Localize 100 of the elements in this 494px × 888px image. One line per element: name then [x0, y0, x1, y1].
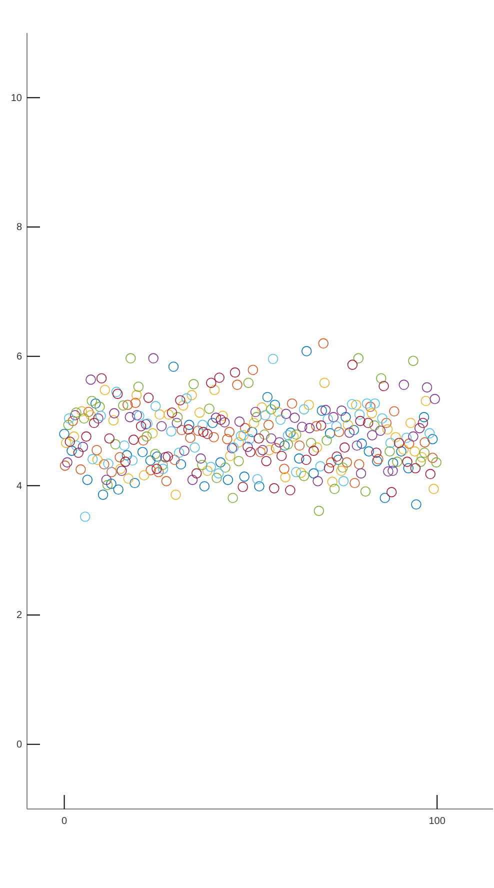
point	[164, 409, 174, 420]
point	[199, 481, 210, 492]
point	[261, 456, 272, 466]
point	[197, 460, 208, 470]
point	[90, 398, 101, 409]
point	[370, 398, 380, 409]
point	[238, 482, 248, 492]
point	[254, 481, 264, 492]
point	[416, 452, 427, 462]
point	[130, 398, 141, 408]
point	[354, 459, 364, 470]
point	[230, 367, 240, 378]
point	[346, 399, 358, 410]
point	[148, 353, 158, 364]
point	[224, 426, 235, 438]
point	[406, 418, 416, 428]
point	[152, 464, 162, 474]
point	[378, 380, 389, 392]
point	[76, 406, 87, 416]
point	[316, 406, 327, 416]
point	[301, 454, 312, 465]
point	[62, 457, 72, 468]
point	[390, 432, 401, 442]
point	[81, 431, 92, 442]
point	[166, 426, 176, 436]
point	[306, 438, 316, 448]
point	[332, 451, 342, 462]
point	[93, 413, 104, 424]
point	[146, 465, 156, 476]
point	[404, 438, 414, 449]
point	[133, 382, 144, 392]
point	[381, 418, 392, 428]
point	[206, 378, 216, 388]
point	[109, 408, 120, 418]
point	[219, 417, 230, 428]
point	[420, 396, 431, 406]
point	[311, 421, 322, 432]
point	[198, 426, 208, 438]
point	[94, 402, 105, 412]
point	[408, 431, 418, 442]
point	[250, 406, 261, 418]
point	[68, 416, 78, 426]
point	[245, 446, 256, 458]
point	[174, 448, 184, 458]
point	[264, 445, 274, 456]
point	[78, 413, 90, 424]
point	[377, 413, 388, 424]
point	[99, 459, 110, 470]
point	[168, 362, 179, 372]
point	[59, 428, 70, 440]
point	[396, 446, 406, 456]
point	[431, 457, 442, 468]
point	[312, 476, 323, 486]
point	[152, 451, 162, 462]
point	[158, 464, 168, 474]
point	[202, 428, 213, 440]
point	[420, 437, 430, 448]
point	[222, 434, 232, 444]
point	[128, 434, 139, 445]
point	[236, 430, 246, 441]
point	[340, 442, 350, 453]
point	[375, 426, 386, 436]
point	[214, 372, 224, 383]
point	[290, 412, 300, 423]
point	[314, 506, 324, 516]
point	[71, 407, 82, 418]
point	[206, 462, 216, 472]
point	[260, 410, 270, 420]
point	[350, 478, 360, 488]
point	[347, 360, 358, 370]
point	[134, 410, 144, 421]
point	[82, 474, 92, 485]
point	[214, 468, 224, 478]
point	[326, 457, 336, 468]
point	[104, 433, 114, 444]
point	[176, 459, 186, 470]
y-tick-label: 8	[16, 222, 22, 234]
point	[138, 470, 150, 480]
point	[398, 380, 409, 390]
y-tick-label: 10	[10, 92, 22, 104]
point	[386, 487, 397, 498]
point	[322, 414, 333, 424]
point	[333, 454, 344, 465]
point	[255, 446, 266, 458]
point	[80, 512, 90, 522]
point	[266, 433, 276, 444]
point	[102, 480, 113, 490]
point	[371, 448, 382, 458]
point	[86, 374, 96, 385]
point	[363, 418, 374, 428]
point	[83, 406, 94, 418]
point	[342, 457, 352, 468]
point	[342, 420, 354, 430]
point	[196, 453, 206, 464]
point	[216, 414, 226, 425]
point	[324, 428, 336, 438]
point	[280, 472, 290, 482]
point	[354, 409, 365, 420]
point	[418, 412, 430, 422]
point	[291, 429, 302, 440]
